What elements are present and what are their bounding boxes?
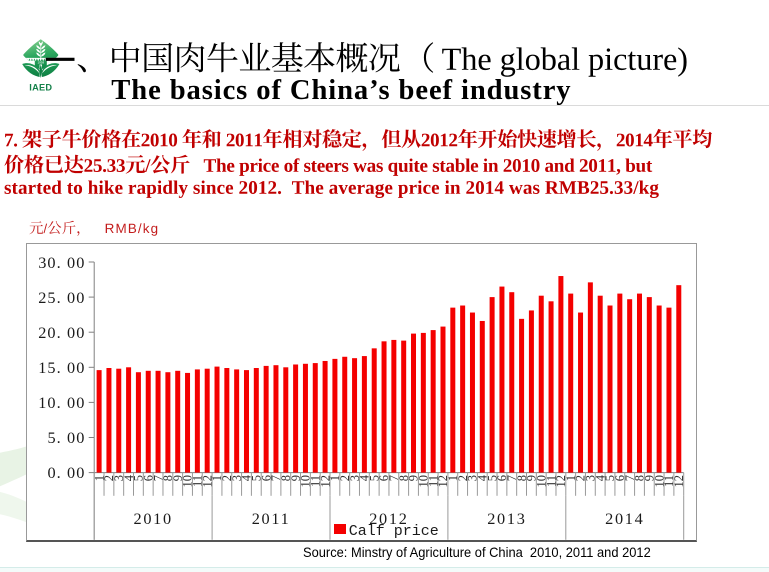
svg-text:2: 2 [456, 475, 470, 481]
svg-text:5: 5 [485, 475, 499, 481]
svg-text:10: 10 [534, 475, 548, 488]
svg-text:12: 12 [318, 475, 332, 488]
svg-text:7: 7 [269, 475, 283, 481]
svg-text:2: 2 [220, 475, 234, 481]
svg-text:10: 10 [299, 475, 313, 488]
svg-text:5: 5 [250, 475, 264, 481]
svg-text:8: 8 [633, 475, 647, 481]
svg-text:10: 10 [181, 475, 195, 488]
svg-text:4: 4 [122, 474, 136, 481]
svg-text:3: 3 [230, 475, 244, 481]
svg-text:4: 4 [593, 474, 607, 481]
svg-text:1: 1 [92, 475, 106, 481]
svg-text:1: 1 [328, 475, 342, 481]
svg-text:3: 3 [584, 475, 598, 481]
svg-text:10: 10 [652, 475, 666, 488]
svg-text:11: 11 [309, 475, 323, 487]
svg-text:4: 4 [240, 474, 254, 481]
svg-text:9: 9 [171, 475, 185, 481]
svg-text:11: 11 [426, 475, 440, 487]
svg-text:11: 11 [191, 475, 205, 487]
svg-text:6: 6 [141, 475, 155, 481]
svg-text:3: 3 [348, 475, 362, 481]
svg-text:12: 12 [672, 475, 686, 488]
svg-text:3: 3 [112, 475, 126, 481]
svg-text:1958: 1958 [37, 61, 44, 65]
svg-text:4: 4 [476, 474, 490, 481]
svg-text:10: 10 [417, 475, 431, 488]
svg-text:2: 2 [338, 475, 352, 481]
svg-text:8: 8 [161, 475, 175, 481]
svg-text:7: 7 [505, 475, 519, 481]
svg-text:3: 3 [466, 475, 480, 481]
svg-text:7: 7 [387, 475, 401, 481]
svg-text:6: 6 [377, 475, 391, 481]
svg-text:8: 8 [515, 475, 529, 481]
svg-text:11: 11 [544, 475, 558, 487]
svg-text:5: 5 [132, 475, 146, 481]
svg-text:1: 1 [446, 475, 460, 481]
svg-text:9: 9 [643, 475, 657, 481]
svg-text:6: 6 [259, 475, 273, 481]
svg-text:12: 12 [436, 475, 450, 488]
svg-text:1: 1 [564, 475, 578, 481]
svg-text:5: 5 [603, 475, 617, 481]
svg-text:5: 5 [367, 475, 381, 481]
svg-text:9: 9 [407, 475, 421, 481]
svg-text:IAED: IAED [29, 82, 52, 92]
svg-text:2: 2 [574, 475, 588, 481]
svg-text:8: 8 [279, 475, 293, 481]
svg-text:8: 8 [397, 475, 411, 481]
svg-text:12: 12 [200, 475, 214, 488]
svg-text:4: 4 [358, 474, 372, 481]
svg-text:12: 12 [554, 475, 568, 488]
svg-text:2: 2 [102, 475, 116, 481]
svg-text:1: 1 [210, 475, 224, 481]
svg-text:6: 6 [495, 475, 509, 481]
svg-text:9: 9 [289, 475, 303, 481]
svg-text:7: 7 [151, 475, 165, 481]
svg-text:6: 6 [613, 475, 627, 481]
svg-text:9: 9 [525, 475, 539, 481]
svg-text:7: 7 [623, 475, 637, 481]
svg-text:11: 11 [662, 475, 676, 487]
